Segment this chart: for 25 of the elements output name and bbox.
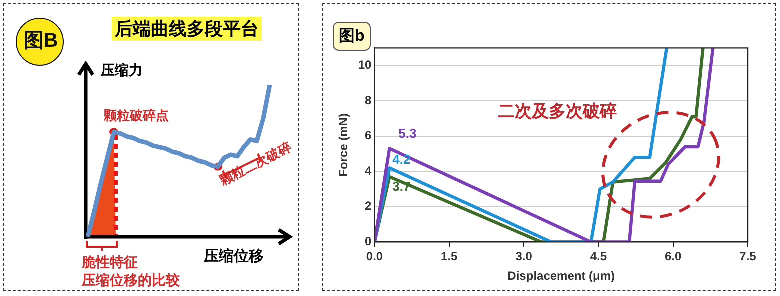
text: 压缩位移的比较 (82, 272, 180, 290)
x-tick-label: 1.5 (441, 250, 458, 264)
x-tick-label: 3.0 (516, 250, 533, 264)
chart-title: 后端曲线多段平台 (112, 17, 262, 41)
y-tick-label: 10 (358, 58, 372, 72)
data-label: 4.2 (392, 152, 411, 168)
x-tick-label: 7.5 (740, 250, 757, 264)
data-label: 5.3 (398, 126, 417, 141)
y-tick-label: 2 (365, 199, 372, 214)
text: 图B (22, 29, 60, 54)
text: 脆性特征 (82, 254, 138, 272)
y-tick-label: 8 (365, 93, 372, 108)
x-tick-label: 4.5 (590, 250, 608, 264)
y-tick-label: 6 (365, 128, 372, 143)
y-axis-title: Force (mN) (336, 114, 351, 177)
x-tick-label: 0.0 (366, 250, 384, 264)
y-tick-label: 4 (365, 164, 372, 178)
x-axis-title: Displacement (μm) (508, 269, 616, 284)
y-tick-label: 0 (365, 234, 372, 249)
annotation: 二次及多次破碎 (498, 102, 618, 121)
chart-title: 图b (333, 22, 371, 51)
annotation: 颗粒破碎点 (104, 107, 169, 125)
y-axis-title: 压缩力 (101, 62, 143, 80)
x-tick-label: 6.0 (665, 250, 682, 264)
x-axis-title: 压缩位移 (204, 247, 264, 266)
